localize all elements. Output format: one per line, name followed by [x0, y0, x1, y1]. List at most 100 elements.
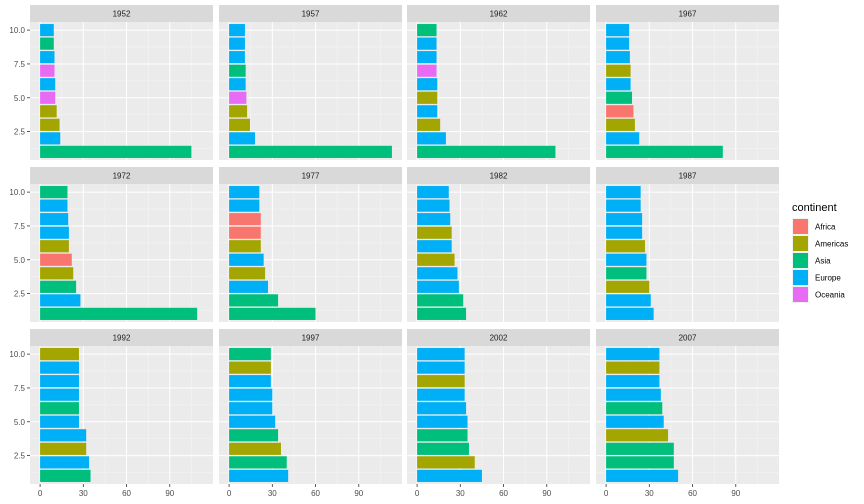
panel-background [30, 22, 213, 160]
facet-strip [219, 5, 402, 22]
facet-strip [30, 167, 213, 184]
bar [40, 307, 198, 320]
bar [606, 348, 660, 361]
bar [229, 415, 276, 428]
x-tick-label: 60 [688, 489, 697, 498]
bar [417, 24, 437, 37]
bar [606, 415, 664, 428]
bar [606, 199, 641, 212]
legend-key-asia [793, 253, 808, 268]
x-tick-label: 0 [604, 489, 609, 498]
bar [40, 145, 192, 158]
bar [229, 78, 246, 91]
bar [606, 78, 631, 91]
bar [40, 402, 79, 415]
facet-strip-label: 2007 [679, 334, 697, 343]
x-tick-label: 0 [415, 489, 420, 498]
facet-strip-label: 1982 [490, 172, 508, 181]
bar [40, 91, 56, 104]
bar [229, 375, 271, 388]
bar [229, 267, 266, 280]
x-tick-label: 90 [354, 489, 363, 498]
y-tick-label: 7.5 [14, 222, 26, 231]
bar [417, 240, 452, 253]
bar [40, 415, 79, 428]
bar [417, 105, 438, 118]
bar [229, 91, 247, 104]
bar [417, 375, 465, 388]
bar [229, 213, 261, 226]
bar [606, 132, 640, 145]
bar [40, 456, 90, 469]
y-tick-label: 2.5 [14, 128, 26, 137]
bar [229, 348, 271, 361]
bar [229, 280, 268, 293]
bar [417, 37, 437, 50]
bar [40, 51, 55, 64]
bar [606, 186, 641, 199]
bar [606, 118, 635, 131]
x-tick-label: 60 [311, 489, 320, 498]
bar [606, 51, 630, 64]
bar [229, 37, 245, 50]
legend-key-oceania [793, 287, 808, 302]
facet-strip-label: 1987 [679, 172, 697, 181]
bar [40, 105, 57, 118]
bar [606, 456, 674, 469]
bar [417, 64, 437, 77]
bar [417, 361, 465, 374]
bar [417, 280, 459, 293]
x-tick-label: 0 [227, 489, 232, 498]
facet-strip-label: 1957 [302, 10, 320, 19]
facet-strip-label: 1967 [679, 10, 697, 19]
bar [606, 442, 674, 455]
bar [606, 307, 654, 320]
bar [40, 361, 79, 374]
bar [40, 186, 68, 199]
bar [417, 402, 467, 415]
bar [40, 429, 87, 442]
bar [417, 294, 464, 307]
facet-strip [596, 5, 779, 22]
y-tick-label: 10.0 [9, 26, 25, 35]
bar [229, 294, 279, 307]
facet-strip [407, 329, 590, 346]
bar [40, 442, 87, 455]
bar [229, 118, 250, 131]
bar [606, 280, 650, 293]
bar [40, 78, 56, 91]
bar [606, 226, 643, 239]
x-tick-label: 30 [79, 489, 88, 498]
bar [229, 361, 271, 374]
bar [229, 456, 287, 469]
bar [417, 253, 455, 266]
legend-key-europe [793, 270, 808, 285]
bar [606, 469, 679, 482]
bar [229, 51, 245, 64]
bar [417, 213, 451, 226]
legend-key-africa [793, 219, 808, 234]
facet-strip [30, 5, 213, 22]
bar [606, 361, 660, 374]
bar [606, 105, 634, 118]
facet-strip [219, 329, 402, 346]
bar [417, 307, 467, 320]
facet-strip-label: 1992 [113, 334, 131, 343]
bar [606, 37, 630, 50]
bar [606, 213, 643, 226]
bar [229, 64, 246, 77]
x-tick-label: 30 [645, 489, 654, 498]
bar [229, 429, 279, 442]
bar [40, 132, 61, 145]
bar [417, 442, 469, 455]
bar [229, 402, 273, 415]
bar [229, 186, 260, 199]
x-tick-label: 90 [165, 489, 174, 498]
bar [40, 199, 68, 212]
facet-strip [596, 329, 779, 346]
bar [417, 91, 438, 104]
legend-title: continent [792, 202, 837, 214]
y-tick-label: 10.0 [9, 350, 25, 359]
facet-strip-label: 1997 [302, 334, 320, 343]
